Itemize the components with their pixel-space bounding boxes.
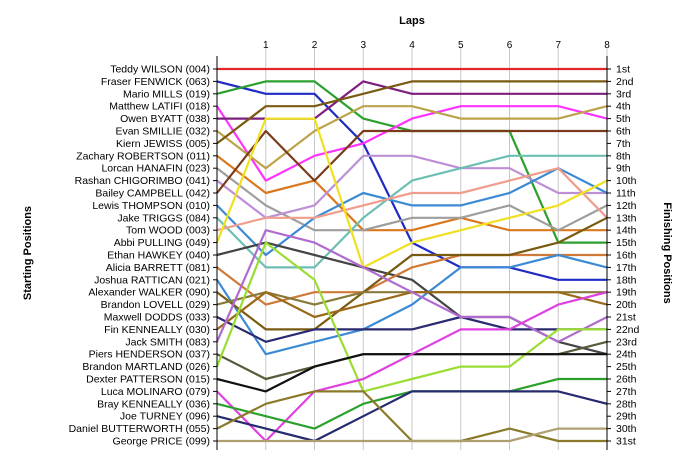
- starting-position-label: Teddy WILSON (004): [110, 64, 210, 76]
- finishing-position-label: 1st: [616, 64, 630, 76]
- finishing-position-label: 13th: [616, 212, 637, 224]
- finishing-position-label: 5th: [616, 113, 631, 125]
- series-line-13: [216, 154, 607, 269]
- finishing-position-label: 3rd: [616, 88, 631, 100]
- lap-tick-label: 3: [360, 40, 366, 51]
- starting-position-label: George PRICE (099): [113, 436, 210, 448]
- finishing-position-label: 16th: [616, 250, 637, 262]
- finishing-position-label: 10th: [616, 175, 637, 187]
- series-line-25: [215, 241, 607, 393]
- starting-position-label: Maxwell DODDS (033): [104, 312, 210, 324]
- starting-position-label: Mario MILLS (019): [123, 88, 210, 100]
- starting-position-label: Jack SMITH (083): [125, 336, 210, 348]
- starting-position-label: Brandon MARTLAND (026): [82, 361, 210, 373]
- series-line-7: [216, 80, 607, 145]
- finishing-position-label: 27th: [616, 386, 637, 398]
- series-line-10: [216, 154, 607, 219]
- series-line-31: [217, 427, 607, 443]
- starting-position-label: Matthew LATIFI (018): [109, 101, 210, 113]
- series-line-6: [216, 105, 608, 170]
- chart-title: Laps: [399, 15, 425, 27]
- finishing-position-label: 18th: [616, 274, 637, 286]
- series-line-11: [216, 129, 607, 194]
- finishing-position-label: 6th: [616, 126, 631, 138]
- left-axis-title: Starting Positions: [22, 206, 34, 300]
- starting-position-label: Fraser FENWICK (063): [101, 76, 210, 88]
- starting-position-label: Ethan HAWKEY (040): [107, 250, 210, 262]
- series-line-21: [216, 315, 607, 343]
- lap-tick-label: 2: [312, 40, 318, 51]
- starting-position-label: Kiern JEWISS (005): [116, 138, 210, 150]
- series-lines: [215, 67, 608, 443]
- starting-position-label: Zachary ROBERTSON (011): [76, 150, 210, 162]
- starting-position-label: Joe TURNEY (096): [120, 411, 210, 423]
- lap-tick-label: 6: [507, 40, 513, 51]
- finishing-position-label: 7th: [616, 138, 631, 150]
- series-line-18: [216, 253, 608, 356]
- series-line-19: [216, 216, 608, 331]
- starting-position-label: Tom WOOD (003): [126, 225, 210, 237]
- finishing-position-labels: 1st2nd3rd4th5th6th7th8th9th10th11th12th1…: [616, 64, 640, 448]
- finishing-position-label: 28th: [616, 398, 637, 410]
- series-line-15: [215, 117, 608, 269]
- finishing-position-label: 29th: [616, 411, 637, 423]
- finishing-position-label: 12th: [616, 200, 637, 212]
- starting-position-label: Abbi PULLING (049): [114, 237, 210, 249]
- series-line-23: [215, 229, 608, 343]
- finishing-position-label: 2nd: [616, 76, 634, 88]
- starting-position-label: Brandon LOVELL (029): [101, 299, 210, 311]
- finishing-position-label: 4th: [616, 101, 631, 113]
- finishing-position-label: 15th: [616, 237, 637, 249]
- finishing-position-label: 21st: [616, 312, 636, 324]
- lap-tick-label: 5: [458, 40, 464, 51]
- starting-position-label: Lorcan HANAFIN (023): [101, 163, 210, 175]
- starting-position-label: Piers HENDERSON (037): [89, 349, 210, 361]
- lap-tick-label: 4: [409, 40, 415, 51]
- finishing-position-label: 23rd: [616, 336, 637, 348]
- finishing-position-label: 19th: [616, 287, 637, 299]
- starting-position-label: Owen BYATT (038): [120, 113, 210, 125]
- axes: [213, 56, 611, 450]
- series-line-12: [216, 167, 608, 257]
- starting-position-label: Alicia BARRETT (081): [106, 262, 210, 274]
- finishing-position-label: 26th: [616, 374, 637, 386]
- starting-position-label: Joshua RATTICAN (021): [94, 274, 210, 286]
- finishing-position-label: 11th: [616, 188, 636, 200]
- starting-position-label: Luca MOLINARO (079): [101, 386, 210, 398]
- starting-position-label: Fin KENNEALLY (030): [104, 324, 210, 336]
- series-line-27: [216, 291, 608, 443]
- starting-position-label: Lewis THOMPSON (010): [92, 200, 210, 212]
- finishing-position-label: 8th: [616, 150, 631, 162]
- starting-position-label: Dexter PATTERSON (015): [86, 374, 210, 386]
- starting-position-labels: Teddy WILSON (004)Fraser FENWICK (063)Ma…: [69, 64, 210, 448]
- finishing-position-label: 9th: [616, 163, 631, 175]
- finishing-position-label: 24th: [616, 349, 637, 361]
- series-line-29: [216, 390, 608, 443]
- lap-tick-labels: 1 2 3 4 5 6 7 8: [263, 40, 610, 51]
- finishing-position-label: 25th: [616, 361, 637, 373]
- starting-position-label: Jake TRIGGS (084): [117, 212, 210, 224]
- finishing-position-label: 17th: [616, 262, 637, 274]
- starting-position-label: Evan SMILLIE (032): [115, 126, 210, 138]
- starting-position-label: Alexander WALKER (090): [88, 287, 210, 299]
- starting-position-label: Rashan CHIGORIMBO (041): [75, 175, 210, 187]
- series-line-8: [216, 154, 607, 232]
- finishing-position-label: 20th: [616, 299, 637, 311]
- series-line-4: [216, 105, 608, 182]
- lap-tick-label: 7: [555, 40, 561, 51]
- lap-tick-label: 1: [263, 40, 269, 51]
- right-axis-title: Finishing Positions: [661, 202, 673, 303]
- series-line-14: [216, 167, 608, 232]
- starting-position-label: Bray KENNEALLY (036): [97, 398, 210, 410]
- finishing-position-label: 14th: [616, 225, 637, 237]
- finishing-position-label: 22nd: [616, 324, 640, 336]
- finishing-position-label: 31st: [616, 436, 636, 448]
- starting-position-label: Bailey CAMPBELL (042): [95, 188, 210, 200]
- starting-position-label: Daniel BUTTERWORTH (055): [69, 423, 210, 435]
- finishing-position-label: 30th: [616, 423, 637, 435]
- lap-tick-label: 8: [604, 40, 610, 51]
